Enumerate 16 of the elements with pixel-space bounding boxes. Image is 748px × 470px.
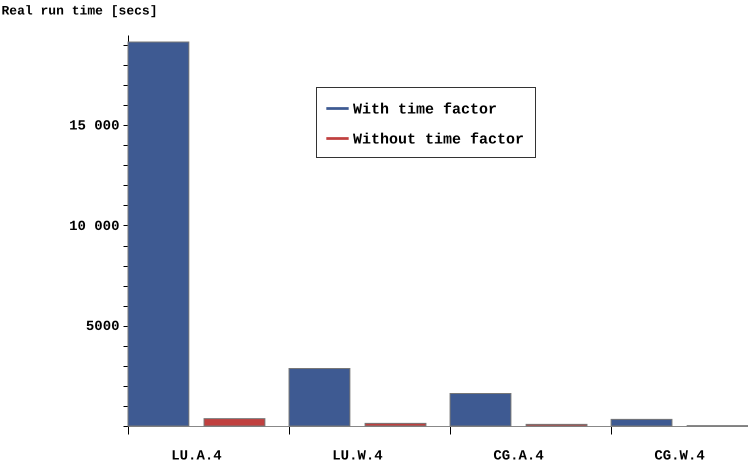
y-tick-label: 5000 — [86, 319, 120, 336]
x-tick-label: LU.W.4 — [332, 448, 383, 464]
x-tick-label: CG.A.4 — [493, 448, 544, 464]
y-tick-label: 10 000 — [69, 218, 120, 235]
bar — [288, 368, 350, 426]
x-tick-label: CG.W.4 — [654, 448, 705, 464]
bar — [204, 418, 266, 426]
x-tick-label: LU.A.4 — [171, 448, 222, 464]
bar — [610, 418, 672, 426]
bar — [450, 393, 512, 426]
bar — [128, 42, 190, 426]
legend-label: With time factor — [353, 102, 498, 118]
legend-label: Without time factor — [353, 132, 524, 148]
y-axis-title: Real run time [secs] — [2, 4, 158, 18]
bar — [364, 422, 426, 426]
y-tick-label: 15 000 — [69, 118, 120, 135]
